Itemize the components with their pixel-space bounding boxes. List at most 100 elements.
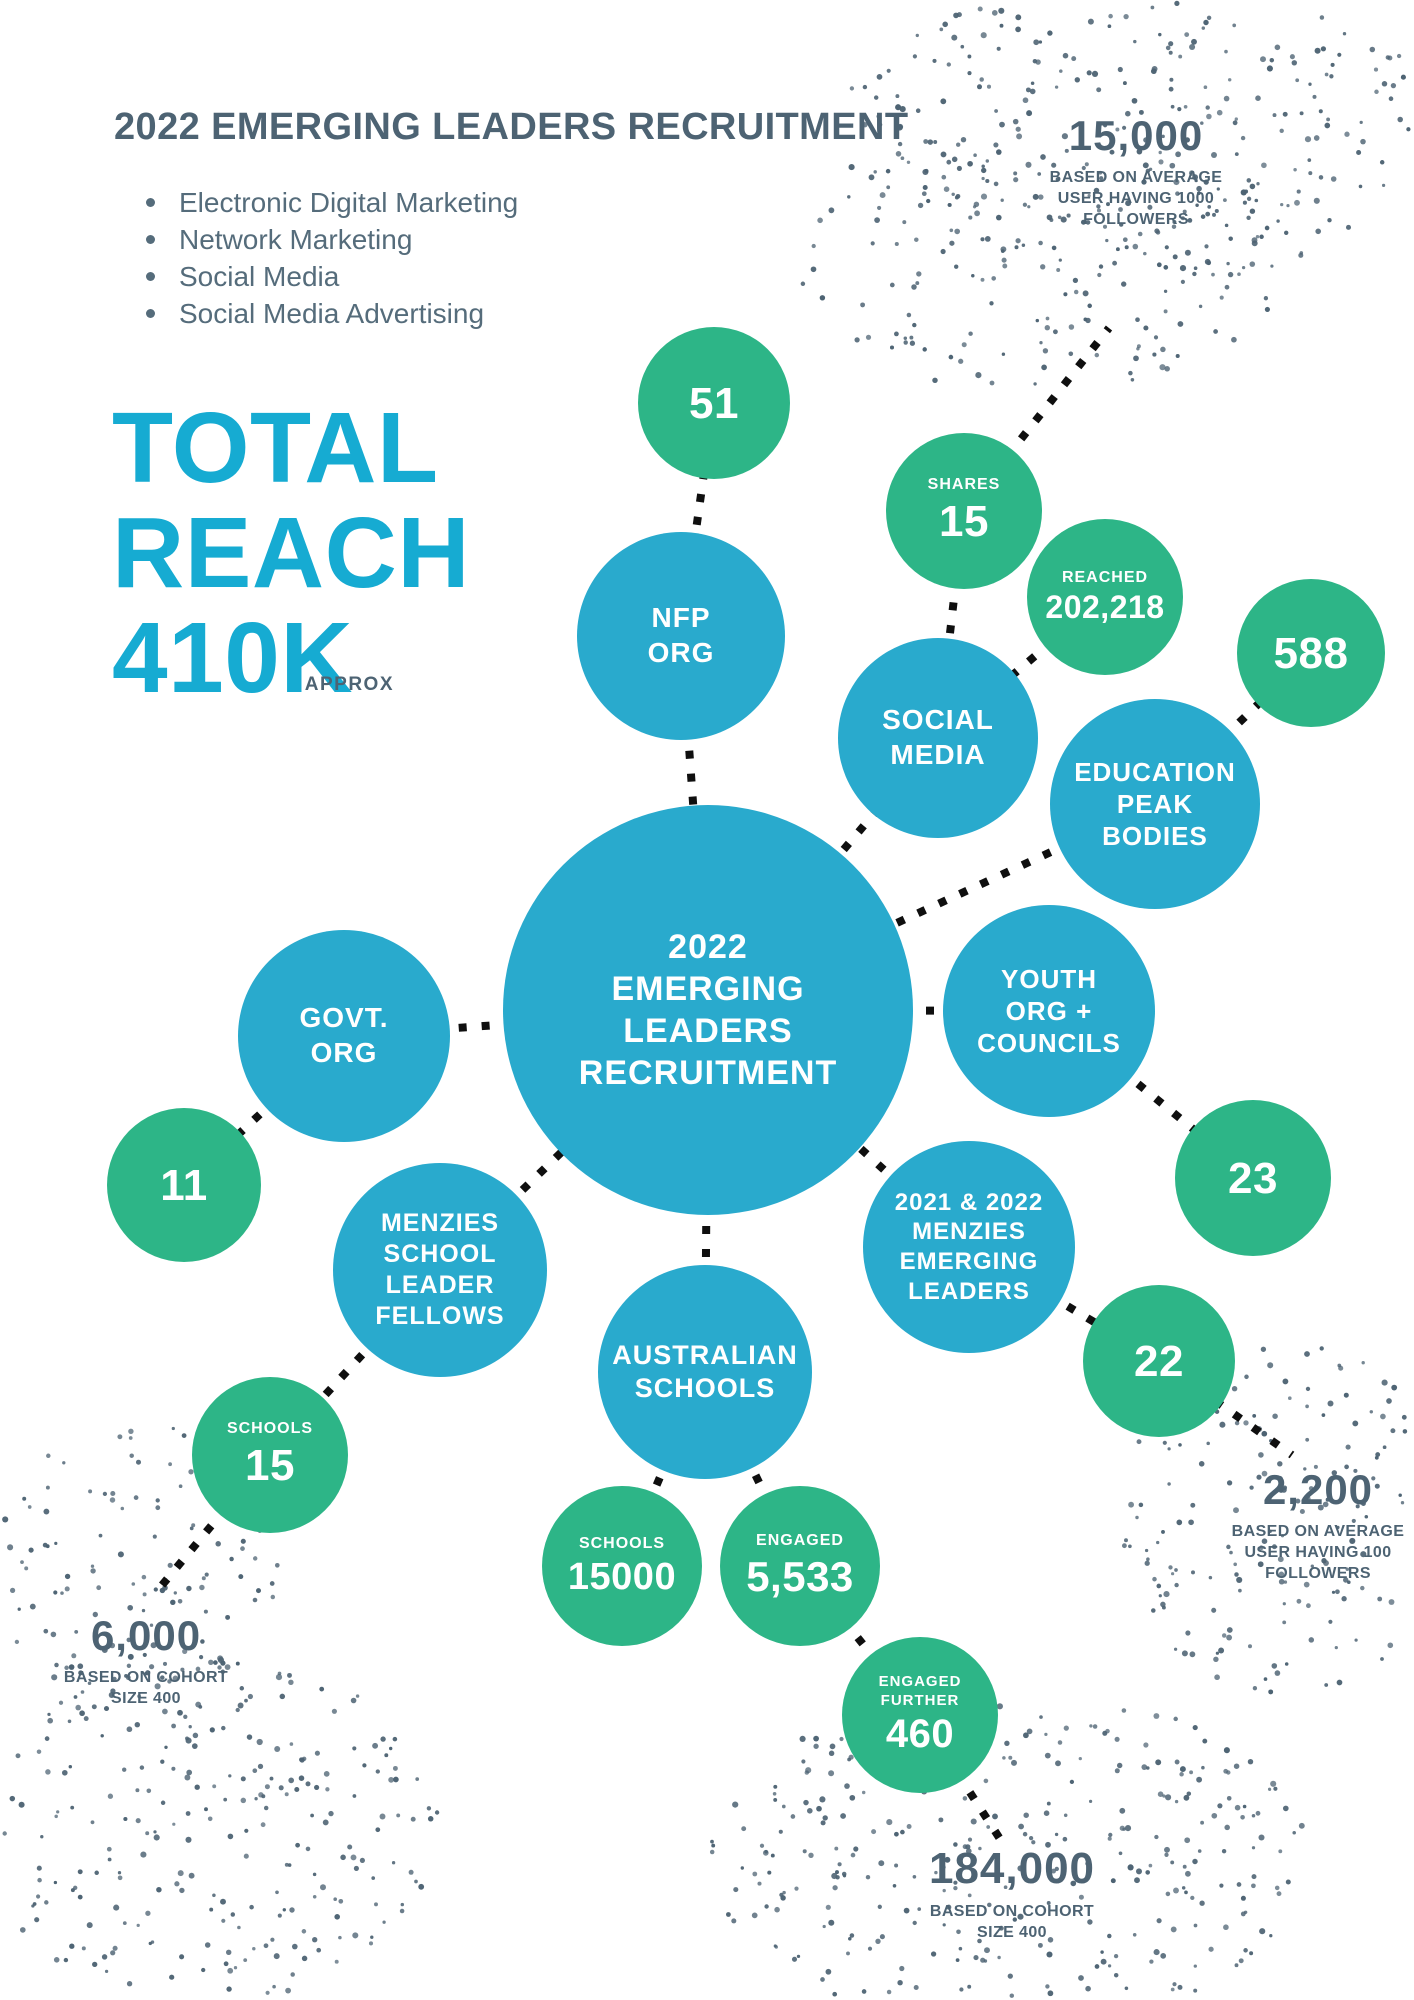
bubble-label-line: MENZIES — [380, 1209, 500, 1237]
bubble-count-588: 588 — [1237, 579, 1385, 727]
bubble-label-line: ORG — [647, 637, 715, 668]
bubble-value: 588 — [1273, 629, 1349, 679]
annotation-value: 2,200 — [1262, 1466, 1374, 1513]
bubble-engaged-5533: ENGAGED 5,533 — [720, 1486, 880, 1646]
annotation-note-line: BASED ON AVERAGE — [1049, 169, 1223, 186]
bubble-schools-15: SCHOOLS 15 — [192, 1377, 348, 1533]
annotation-note-line: USER HAVING 100 — [1244, 1544, 1392, 1562]
bubble-label-line: MENZIES — [912, 1218, 1026, 1246]
bubble-value: 5,533 — [746, 1553, 854, 1601]
bubble-label-line: 2022 — [668, 927, 748, 966]
bubble-value: 11 — [160, 1161, 208, 1211]
annotation-note-line: SIZE 400 — [111, 1690, 181, 1708]
bubble-shares: SHARES 15 — [886, 433, 1042, 589]
bubble-social-media: SOCIAL MEDIA — [838, 638, 1038, 838]
bubble-metric-label: ENGAGED — [756, 1532, 844, 1550]
bubble-metric-label: SCHOOLS — [226, 1420, 314, 1438]
bubble-label-line: EMERGING — [611, 969, 805, 1008]
bubble-label-line: FELLOWS — [375, 1302, 505, 1330]
total-reach-headline: TOTAL REACH 410K — [112, 396, 470, 711]
bubble-label-line: YOUTH — [1001, 963, 1097, 994]
annotation-value: 15,000 — [1068, 112, 1204, 159]
bubble-value: 23 — [1228, 1154, 1278, 1204]
bubble-label-line: ORG — [310, 1037, 378, 1068]
bubble-label-line: BODIES — [1102, 821, 1208, 852]
list-item: Electronic Digital Marketing — [146, 184, 518, 221]
bubble-label-line: SCHOOLS — [634, 1373, 776, 1403]
annotation-note-line: FOLLOWERS — [1265, 1565, 1371, 1583]
bubble-count-11: 11 — [107, 1108, 261, 1262]
bubble-menzies-school-leader-fellows: MENZIES SCHOOL LEADER FELLOWS — [333, 1163, 547, 1377]
total-reach-word-1: TOTAL — [112, 392, 439, 504]
total-reach-word-2: REACH — [112, 497, 471, 609]
bubble-menzies-emerging-leaders: 2021 & 2022 MENZIES EMERGING LEADERS — [863, 1141, 1075, 1353]
bubble-value: 15 — [245, 1441, 295, 1491]
bullet-label: Social Media Advertising — [179, 297, 485, 329]
marketing-channels-list: Electronic Digital Marketing Network Mark… — [146, 184, 518, 332]
bubble-value: 51 — [689, 379, 739, 429]
bubble-label-line: 2021 & 2022 — [894, 1188, 1044, 1216]
bullet-label: Electronic Digital Marketing — [179, 186, 519, 218]
bubble-label-line: EDUCATION — [1074, 756, 1236, 787]
annotation-2200: 2,200 BASED ON AVERAGE USER HAVING 100 FOLL… — [1232, 1466, 1405, 1584]
bubble-youth-org-councils: YOUTH ORG + COUNCILS — [943, 905, 1155, 1117]
total-reach-word-3: 410K — [112, 602, 354, 714]
annotation-note: BASED ON AVERAGE USER HAVING 100 FOLLOWERS — [1232, 1521, 1405, 1584]
bullet-icon — [146, 235, 155, 244]
bubble-metric-label: REACHED — [1061, 569, 1149, 587]
bubble-australian-schools: AUSTRALIAN SCHOOLS — [598, 1265, 812, 1479]
bubble-schools-15000: SCHOOLS 15000 — [542, 1486, 702, 1646]
bubble-metric-label: ENGAGED — [878, 1672, 962, 1690]
annotation-6000: 6,000 BASED ON COHORT SIZE 400 — [64, 1612, 228, 1709]
bubble-count-22: 22 — [1083, 1285, 1235, 1437]
bubble-label-line: MEDIA — [890, 739, 986, 770]
list-item: Social Media Advertising — [146, 295, 518, 332]
bubble-label-line: ORG + — [1005, 995, 1093, 1026]
bullet-icon — [146, 272, 155, 281]
annotation-note-line: USER HAVING 1000 — [1057, 190, 1215, 208]
bubble-central: 2022 EMERGING LEADERS RECRUITMENT — [503, 805, 913, 1215]
annotation-note-line: FOLLOWERS — [1083, 211, 1189, 229]
bubble-count-51: 51 — [638, 327, 790, 479]
bubble-label-line: PEAK — [1116, 788, 1194, 819]
bubble-label-line: AUSTRALIAN — [612, 1339, 798, 1370]
annotation-value: 6,000 — [90, 1612, 202, 1659]
bubble-label-line: LEADER — [385, 1271, 495, 1299]
bubble-label-line: SOCIAL — [882, 704, 994, 736]
page-title: 2022 EMERGING LEADERS RECRUITMENT — [114, 106, 909, 148]
bubble-label-line: GOVT. — [299, 1002, 389, 1034]
bubble-value: 15 — [939, 497, 989, 547]
list-item: Network Marketing — [146, 221, 518, 258]
bubble-label-line: EMERGING — [899, 1248, 1039, 1275]
bubble-label-line: SCHOOL — [383, 1240, 497, 1268]
bubble-label-line: NFP — [651, 602, 711, 634]
bubble-govt-org: GOVT. ORG — [238, 930, 450, 1142]
annotation-note-line: BASED ON COHORT — [63, 1669, 229, 1686]
annotation-note: BASED ON COHORT SIZE 400 — [64, 1667, 228, 1709]
bubble-value: 22 — [1134, 1337, 1184, 1387]
bubble-education-peak-bodies: EDUCATION PEAK BODIES — [1050, 699, 1260, 909]
bullet-icon — [146, 198, 155, 207]
bubble-value: 202,218 — [1045, 589, 1165, 626]
annotation-note: BASED ON COHORT SIZE 400 — [929, 1901, 1095, 1943]
bubble-metric-label: FURTHER — [880, 1691, 960, 1709]
bubble-label-line: LEADERS — [623, 1012, 793, 1050]
approx-note: APPROX — [304, 674, 394, 695]
bubble-engaged-further-460: ENGAGED FURTHER 460 — [842, 1637, 998, 1793]
bullet-label: Social Media — [179, 260, 340, 292]
bubble-nfp-org: NFP ORG — [577, 532, 785, 740]
bubble-metric-label: SCHOOLS — [578, 1534, 666, 1552]
bubble-metric-label: SHARES — [927, 476, 1001, 494]
annotation-note-line: BASED ON COHORT — [929, 1903, 1095, 1920]
list-item: Social Media — [146, 258, 518, 295]
bubble-label-line: RECRUITMENT — [578, 1054, 838, 1093]
bubble-value: 460 — [885, 1712, 955, 1757]
annotation-note: BASED ON AVERAGE USER HAVING 1000 FOLLOWER… — [1050, 167, 1223, 230]
annotation-value: 184,000 — [928, 1844, 1096, 1893]
annotation-note-line: SIZE 400 — [977, 1924, 1047, 1942]
bubble-reached: REACHED 202,218 — [1027, 519, 1183, 675]
bullet-label: Network Marketing — [179, 223, 413, 255]
